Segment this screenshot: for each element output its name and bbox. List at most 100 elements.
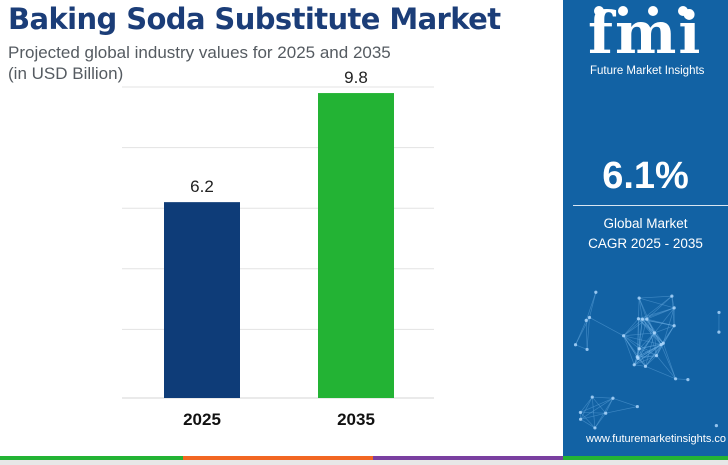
network-link [654,307,675,334]
network-link [656,355,676,380]
network-node [670,294,674,298]
network-link [671,296,675,308]
network-node [621,334,626,338]
network-link [642,318,655,334]
x-tick-label-2025: 2025 [183,410,221,429]
network-node [645,317,649,321]
website-link[interactable]: www.futuremarketinsights.co [586,433,726,445]
network-link [662,343,676,379]
network-node [640,317,644,321]
network-link [642,295,673,320]
network-link [623,335,635,365]
network-node [654,354,659,358]
strip-segment [563,456,728,460]
network-link [623,335,662,345]
network-link [591,396,606,414]
network-link [654,325,675,334]
network-link [639,344,662,350]
network-link [637,355,657,358]
network-node [635,355,639,359]
network-link [637,358,646,367]
network-link [585,292,597,321]
network-link [638,297,655,334]
network-link [586,317,590,350]
network-link [638,318,662,345]
strip-segment [0,456,183,460]
data-label-2025: 6.2 [190,177,214,196]
network-node [578,410,583,415]
network-link [580,419,596,429]
network-link [662,307,675,344]
cagr-period-label: CAGR 2025 - 2035 [588,236,703,251]
network-node [578,417,583,421]
network-node [673,377,678,381]
network-link [634,342,664,366]
network-link [634,364,646,367]
network-node [632,363,636,367]
network-node [672,324,676,328]
network-link [646,295,673,320]
network-link [638,318,664,344]
cagr-divider [573,205,728,206]
network-node [604,411,608,415]
network-link [623,335,638,358]
network-link [645,365,676,380]
network-link [637,344,662,358]
network-node [717,310,721,315]
strip-segment [373,456,563,460]
network-node [672,306,676,310]
network-link [639,297,675,309]
network-link [634,355,657,366]
network-link [580,412,606,420]
network-node [717,330,721,334]
network-link [612,397,638,407]
network-link [637,342,664,358]
network-link [638,318,675,327]
network-node [637,347,641,351]
network-link [638,318,648,349]
cagr-value: 6.1% [602,155,689,197]
network-link [591,397,596,428]
network-link [654,332,664,344]
network-node [635,404,639,409]
network-link [638,348,646,367]
network-link [605,406,638,414]
bottom-color-strip [0,456,728,465]
network-node [652,331,657,335]
network-link [575,344,588,350]
network-link [656,325,675,356]
network-link [637,344,662,359]
network-link [623,318,643,337]
network-link [575,320,587,345]
network-link [638,318,640,349]
data-label-2035: 9.8 [344,68,368,87]
network-link [594,398,614,429]
network-link [580,396,593,420]
network-node [686,378,690,382]
network-link [645,344,662,367]
network-node [643,364,648,368]
network-link [654,332,662,345]
network-link [589,317,624,337]
network-node [587,315,592,320]
network-link [660,344,676,379]
network-node [585,347,589,352]
network-link [645,343,664,367]
network-link [575,317,590,345]
network-link [639,342,664,350]
chart-subtitle: Projected global industry values for 202… [8,43,391,62]
sidebar-panel: fmi Future Market Insights 6.1% Global M… [563,0,728,458]
network-node [584,318,588,322]
fmi-logo: fmi [588,0,703,67]
network-link [645,355,657,367]
network-node [637,296,641,300]
network-link [623,332,655,337]
network-link [638,297,648,320]
network-link [675,378,688,381]
bar-2025 [164,202,240,398]
logo-icons [594,6,688,16]
x-tick-label-2035: 2035 [337,410,375,429]
network-link [585,320,588,350]
network-link [594,412,606,429]
logo-tagline: Future Market Insights [590,65,705,77]
